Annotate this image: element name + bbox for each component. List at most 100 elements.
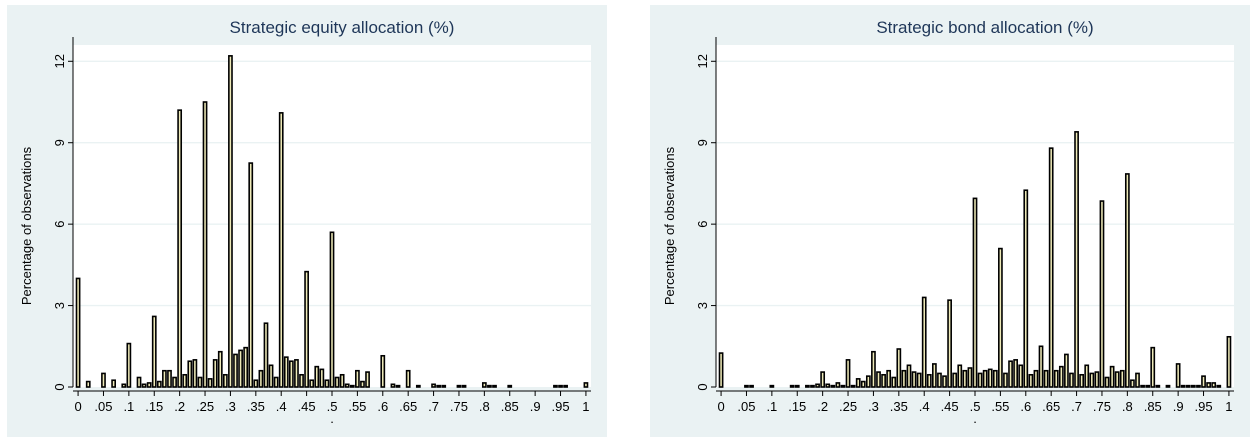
bar (1155, 384, 1161, 388)
bar (268, 364, 274, 388)
y-tick-label: 9 (52, 139, 67, 146)
bar (921, 296, 927, 388)
bar (187, 360, 193, 388)
bar (507, 384, 513, 388)
bar (972, 197, 978, 388)
bar (820, 371, 826, 388)
bar (860, 380, 866, 388)
bar (1226, 335, 1232, 388)
x-tick-label: .6 (377, 399, 388, 414)
bar (288, 360, 294, 388)
x-tick-label: .45 (298, 399, 316, 414)
bar (1003, 372, 1008, 388)
bar (1043, 369, 1049, 388)
bar (75, 277, 81, 388)
bar (871, 350, 876, 388)
bar (146, 382, 152, 388)
bar (431, 383, 436, 388)
bar (876, 371, 881, 388)
bar (891, 376, 897, 388)
x-tick-label: .5 (327, 399, 338, 414)
x-tick-label: .95 (551, 399, 569, 414)
bar (1109, 365, 1115, 388)
bar (1104, 376, 1110, 388)
bar (881, 373, 886, 388)
bar (1145, 384, 1151, 388)
bar (845, 359, 851, 388)
x-axis-label: . (973, 411, 977, 426)
bar (815, 383, 820, 388)
y-tick-label: 6 (52, 221, 67, 228)
x-tick-label: .25 (196, 399, 214, 414)
x-tick-label: .6 (1020, 399, 1031, 414)
bar (1008, 360, 1013, 388)
bar (896, 348, 902, 388)
y-tick-label: 0 (52, 383, 67, 390)
bar (967, 367, 973, 388)
x-tick-label: .2 (817, 399, 828, 414)
bar (1089, 372, 1095, 388)
bar (886, 369, 892, 388)
x-tick-label: 0 (74, 399, 81, 414)
bar (1048, 147, 1054, 388)
bar (769, 384, 775, 388)
bar (314, 365, 320, 388)
x-tick-label: .75 (1093, 399, 1111, 414)
x-tick-label: .4 (919, 399, 930, 414)
x-tick-label: .4 (276, 399, 287, 414)
x-tick-label: .15 (788, 399, 806, 414)
bar (243, 346, 249, 388)
bar (324, 379, 330, 388)
bar (217, 350, 223, 388)
bar (258, 369, 264, 388)
x-tick-label: 1 (582, 399, 589, 414)
bar (481, 382, 487, 388)
bar (926, 373, 932, 388)
bar (952, 372, 958, 388)
x-tick-label: .7 (428, 399, 439, 414)
bar (111, 379, 117, 388)
bar (309, 379, 315, 388)
bar (1130, 379, 1135, 388)
bar (141, 383, 147, 388)
bar (998, 247, 1003, 388)
bar (1150, 346, 1156, 388)
bar (937, 372, 942, 388)
bar (718, 352, 724, 388)
x-tick-label: .5 (970, 399, 981, 414)
bar (415, 384, 421, 388)
x-tick-label: .9 (530, 399, 541, 414)
bar (1084, 364, 1090, 388)
x-tick-label: .1 (766, 399, 777, 414)
bar (865, 375, 871, 388)
bond-allocation-chart-svg: Strategic bond allocation (%) 0 3 6 9 12 0 .05.… (650, 5, 1250, 437)
bar (1013, 359, 1019, 388)
x-tick-label: .35 (247, 399, 265, 414)
bar (1165, 384, 1171, 388)
x-tick-label: .15 (145, 399, 163, 414)
bar (1069, 372, 1074, 388)
bar (360, 380, 365, 388)
bar (85, 380, 91, 388)
bar (977, 372, 983, 388)
equity-allocation-chart-svg: Strategic equity allocation (%) 0 3 6 9 12 0 .0… (7, 5, 607, 437)
x-tick-label: .3 (868, 399, 879, 414)
y-axis-label: Percentage of observations (662, 146, 677, 305)
bar (395, 384, 401, 388)
bar (553, 384, 558, 388)
x-tick-label: .7 (1071, 399, 1082, 414)
y-tick-label: 0 (695, 383, 710, 390)
bar (962, 369, 968, 388)
bar (1099, 200, 1105, 388)
bond-allocation-chart: Strategic bond allocation (%) 0 3 6 9 12 0 .05.… (650, 5, 1250, 437)
bar (1185, 384, 1191, 388)
bar (1053, 369, 1059, 388)
y-axis-label: Percentage of observations (19, 146, 34, 305)
bar (563, 384, 568, 388)
bar (197, 376, 203, 388)
bar (850, 384, 856, 388)
bar (1094, 371, 1100, 388)
bar (794, 384, 800, 388)
bar (1180, 384, 1186, 388)
bar (1119, 369, 1125, 388)
